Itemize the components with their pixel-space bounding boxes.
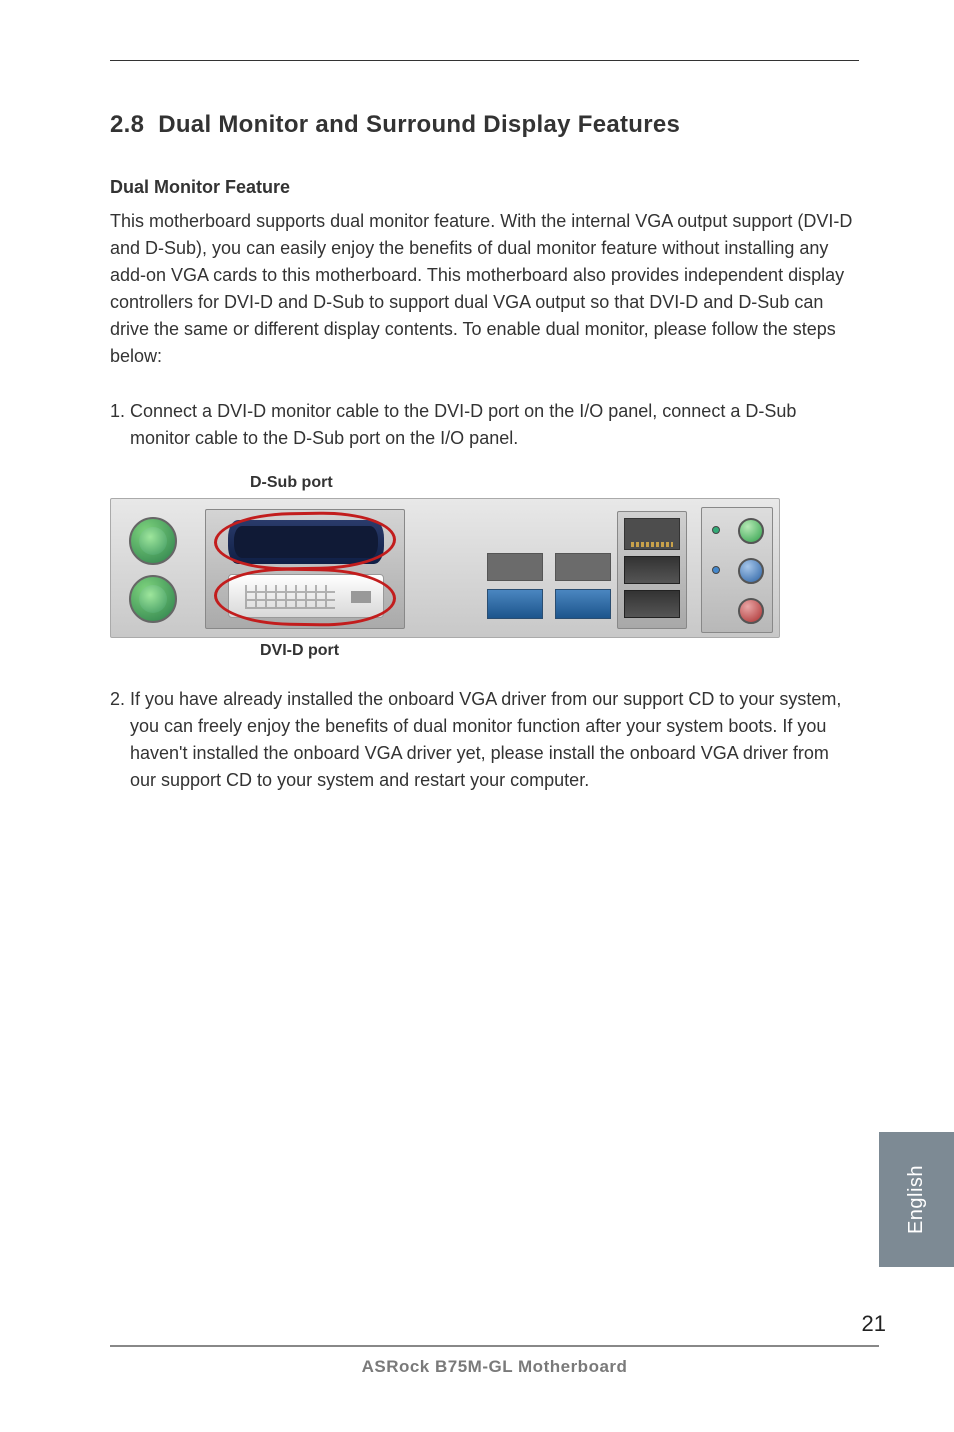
ps2-port-bottom-icon: [129, 575, 177, 623]
section-title-text: Dual Monitor and Surround Display Featur…: [158, 111, 680, 138]
audio-indicator-1: [712, 526, 720, 534]
usb-stack-1: [487, 553, 543, 623]
dsub-port-label: D-Sub port: [250, 474, 859, 492]
step-2: 2. If you have already installed the onb…: [110, 686, 859, 794]
footer-text: ASRock B75M-GL Motherboard: [110, 1357, 879, 1377]
vga-dvi-block: [205, 509, 405, 629]
page-number: 21: [862, 1311, 886, 1337]
dvid-highlight-ring: [214, 566, 397, 627]
audio-jack-block: [701, 507, 773, 633]
usb-stack-2: [555, 553, 611, 623]
dvid-port-label: DVI-D port: [260, 642, 859, 660]
usb-port-a-icon: [624, 556, 680, 584]
top-horizontal-rule: [110, 60, 859, 61]
subheading-dual-monitor: Dual Monitor Feature: [110, 177, 859, 198]
section-title: 2.8 Dual Monitor and Surround Display Fe…: [110, 111, 859, 139]
audio-jack-green-icon: [738, 518, 764, 544]
audio-jack-red-icon: [738, 598, 764, 624]
io-panel-figure: [110, 498, 780, 638]
io-panel-image: [110, 498, 780, 638]
language-tab-text: English: [905, 1165, 928, 1234]
ps2-port-top-icon: [129, 517, 177, 565]
usb-port-b-icon: [624, 590, 680, 618]
rj45-port-icon: [624, 518, 680, 550]
lan-usb-block: [617, 511, 687, 629]
section-number: 2.8: [110, 111, 144, 138]
audio-jack-blue-icon: [738, 558, 764, 584]
footer-rule: [110, 1345, 879, 1347]
intro-paragraph: This motherboard supports dual monitor f…: [110, 208, 859, 370]
page-footer: ASRock B75M-GL Motherboard: [110, 1345, 879, 1377]
step-1: 1. Connect a DVI-D monitor cable to the …: [110, 398, 859, 452]
language-tab: English: [879, 1132, 954, 1267]
audio-indicator-2: [712, 566, 720, 574]
